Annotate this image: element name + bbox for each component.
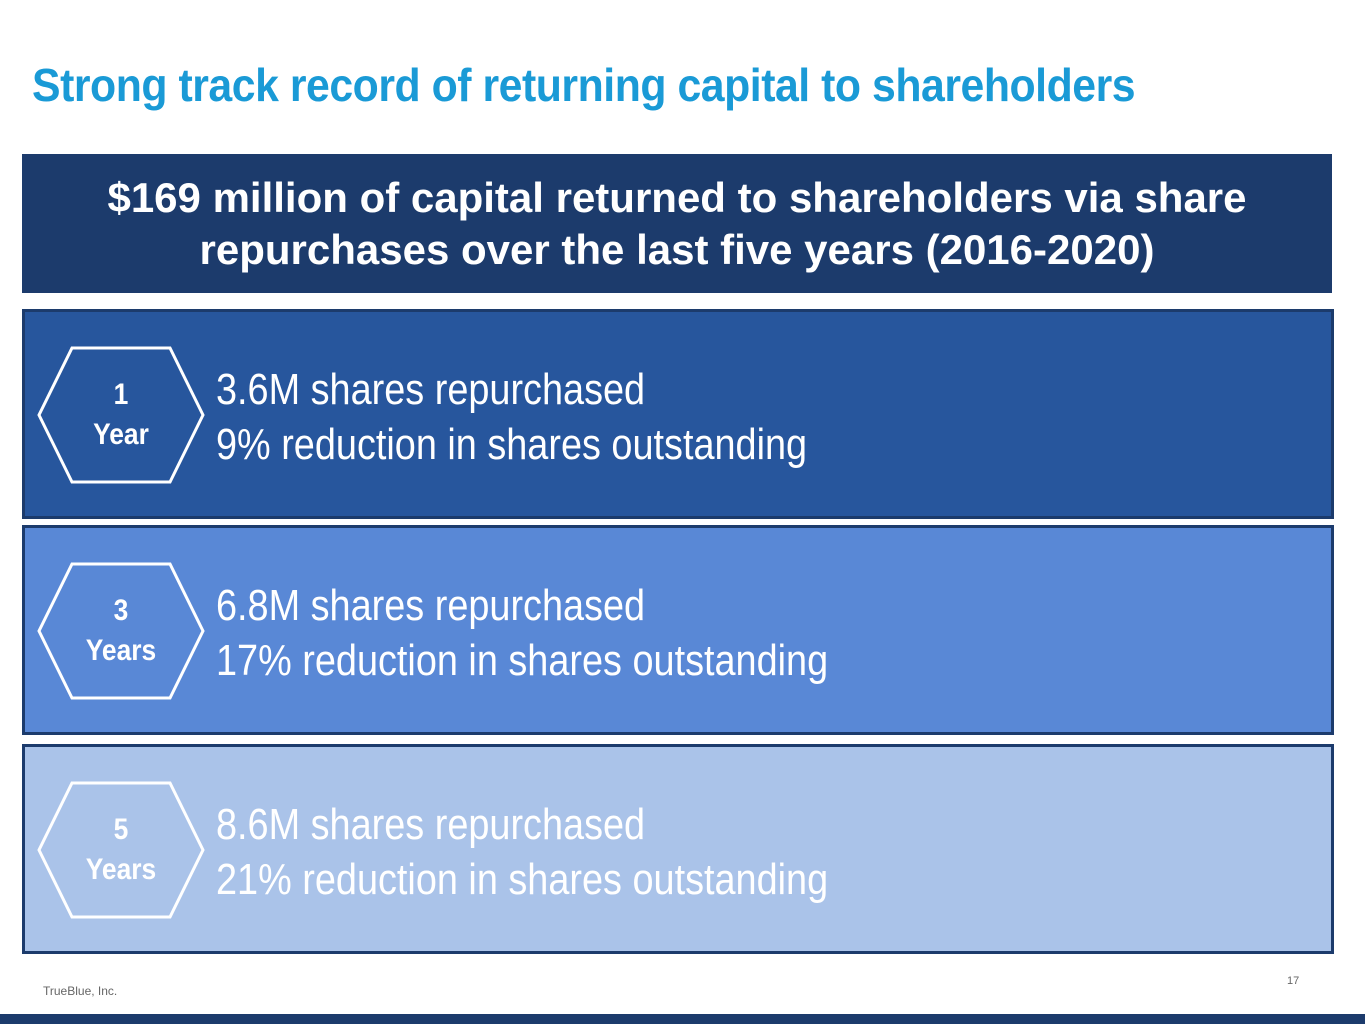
shares-repurchased: 8.6M shares repurchased xyxy=(216,800,646,849)
period-number: 1 xyxy=(113,378,129,411)
period-number: 3 xyxy=(113,594,129,627)
reduction-outstanding: 17% reduction in shares outstanding xyxy=(216,636,829,685)
row-1-year: 1 Year 3.6M shares repurchased 9% reduct… xyxy=(22,309,1334,519)
reduction-outstanding: 21% reduction in shares outstanding xyxy=(216,855,829,904)
period-unit: Year xyxy=(93,418,149,451)
banner-line-1: $169 million of capital returned to shar… xyxy=(107,173,1247,221)
summary-banner: $169 million of capital returned to shar… xyxy=(22,154,1332,293)
hexagon-badge: 3 Years xyxy=(37,562,205,700)
period-unit: Years xyxy=(85,634,157,667)
hexagon-icon xyxy=(37,781,205,919)
page-number: 17 xyxy=(1287,975,1300,987)
row-stats: 3.6M shares repurchased 9% reduction in … xyxy=(216,362,807,472)
shares-repurchased: 6.8M shares repurchased xyxy=(216,581,646,630)
row-stats: 8.6M shares repurchased 21% reduction in… xyxy=(216,797,828,907)
hexagon-badge: 5 Years xyxy=(37,781,205,919)
slide-title: Strong track record of returning capital… xyxy=(32,59,1136,111)
banner-line-2: repurchases over the last five years (20… xyxy=(199,225,1155,273)
hexagon-icon xyxy=(37,562,205,700)
row-5-years: 5 Years 8.6M shares repurchased 21% redu… xyxy=(22,744,1334,954)
hexagon-badge: 1 Year xyxy=(37,346,205,484)
row-3-years: 3 Years 6.8M shares repurchased 17% redu… xyxy=(22,525,1334,735)
reduction-outstanding: 9% reduction in shares outstanding xyxy=(216,420,808,469)
period-number: 5 xyxy=(113,813,129,846)
period-unit: Years xyxy=(85,853,157,886)
bottom-bar xyxy=(0,1014,1365,1024)
company-footer: TrueBlue, Inc. xyxy=(43,984,118,998)
row-stats: 6.8M shares repurchased 17% reduction in… xyxy=(216,578,828,688)
shares-repurchased: 3.6M shares repurchased xyxy=(216,365,646,414)
hexagon-icon xyxy=(37,346,205,484)
